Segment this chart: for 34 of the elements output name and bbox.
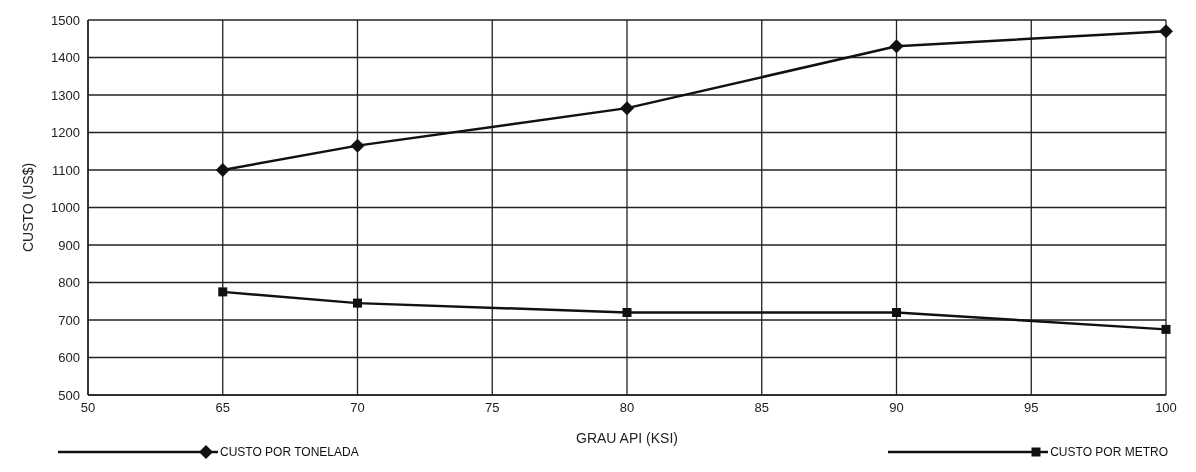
legend-label: CUSTO POR TONELADA	[220, 445, 359, 459]
y-tick-label: 600	[58, 350, 80, 366]
x-tick-label: 100	[1155, 400, 1177, 416]
legend-label: CUSTO POR METRO	[1050, 445, 1168, 459]
y-axis-title: CUSTO (US$)	[19, 162, 36, 253]
y-tick-label: 800	[58, 275, 80, 291]
x-tick-label: 85	[754, 400, 769, 416]
y-tick-label: 1500	[51, 12, 80, 28]
x-tick-label: 75	[485, 400, 500, 416]
point	[218, 287, 228, 297]
x-tick-label: 95	[1024, 400, 1039, 416]
y-tick-label: 500	[58, 387, 80, 403]
point	[215, 163, 230, 177]
point	[353, 298, 362, 308]
x-tick-label: 65	[215, 400, 230, 416]
x-tick-label: 50	[80, 400, 96, 416]
x-tick-label: 90	[889, 400, 904, 416]
x-tick-label: 70	[350, 400, 365, 416]
y-tick-label: 700	[58, 312, 80, 328]
x-tick-label: 80	[619, 400, 635, 416]
y-tick-label: 1400	[51, 50, 80, 66]
point	[1161, 324, 1171, 334]
y-tick-label: 1100	[52, 162, 80, 178]
y-tick-label: 1000	[51, 200, 80, 216]
x-axis-title: GRAU API (KSI)	[576, 430, 678, 446]
point	[350, 138, 365, 153]
y-tick-label: 1300	[51, 87, 80, 103]
y-tick-label: 900	[58, 237, 80, 253]
point	[892, 308, 901, 317]
point	[622, 308, 632, 317]
y-tick-label: 1200	[51, 125, 80, 141]
point	[620, 101, 634, 116]
point	[889, 39, 904, 54]
point	[1159, 24, 1173, 39]
